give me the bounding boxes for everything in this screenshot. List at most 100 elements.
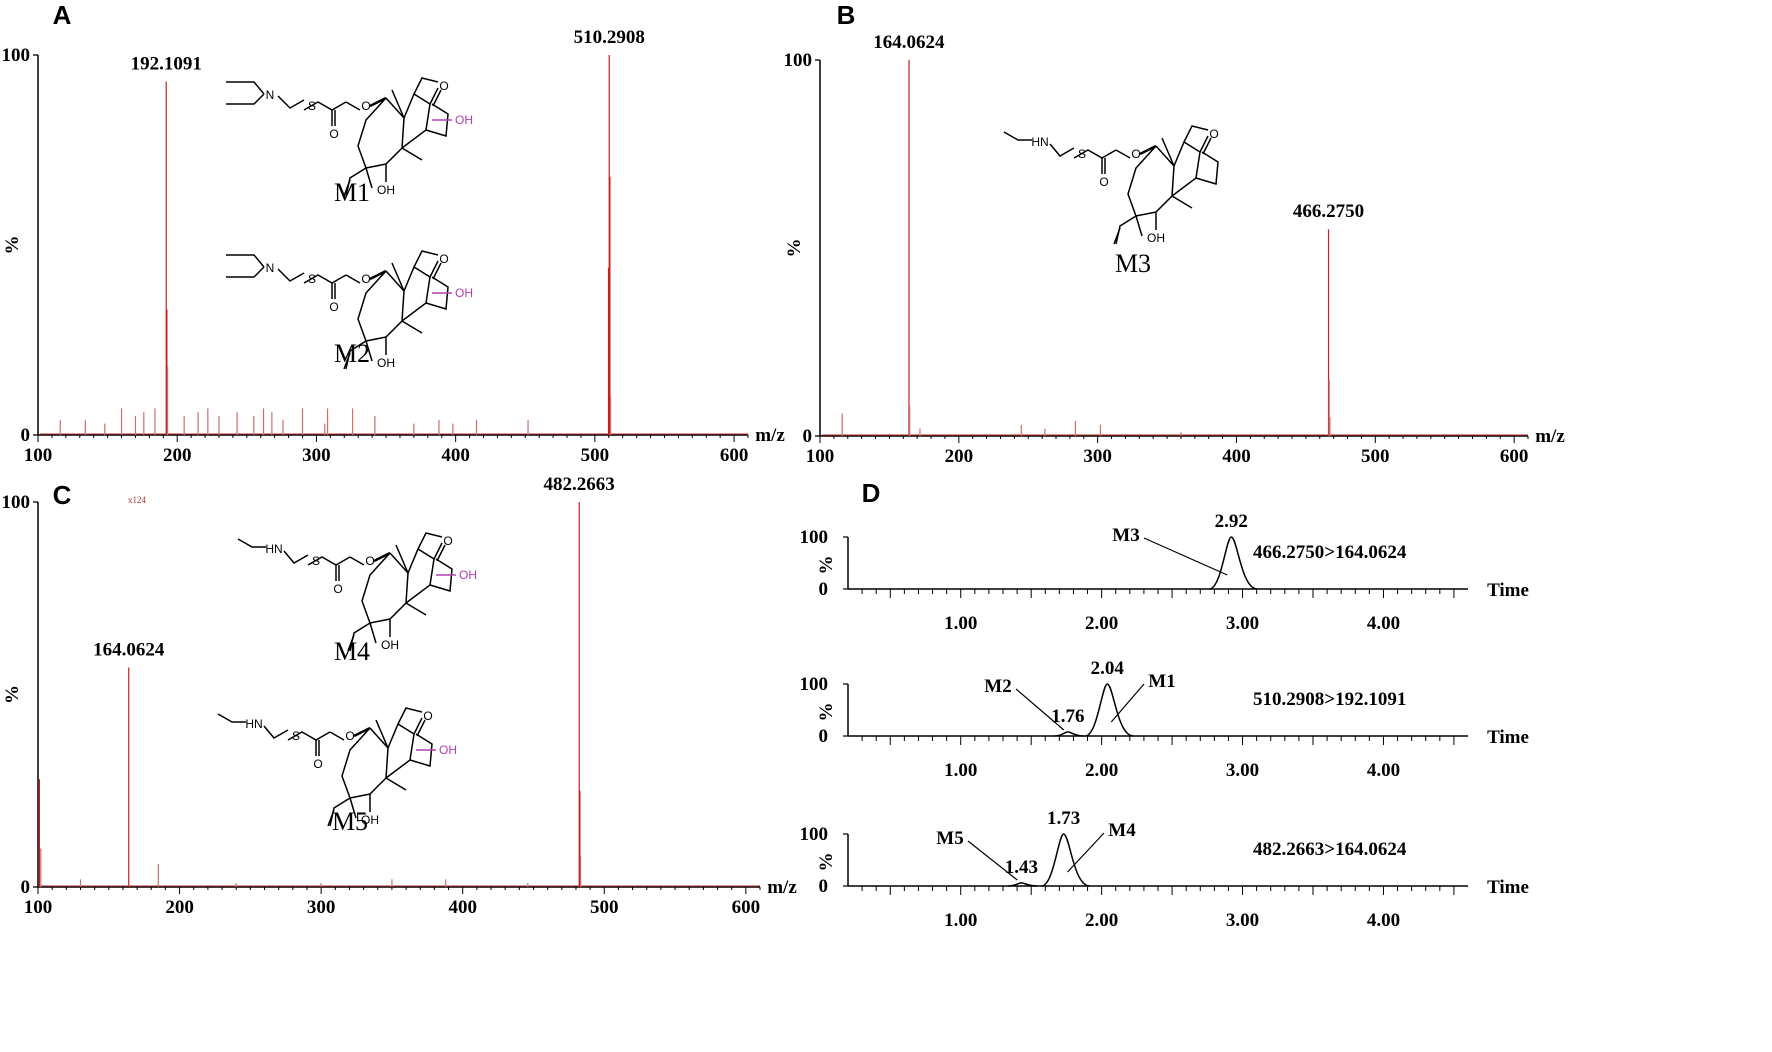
x-tick-label: 1.00 [944, 760, 977, 781]
x-tick-label: 400 [448, 897, 477, 918]
ethylene-bond [277, 95, 305, 109]
x-tick-label: 400 [441, 445, 470, 466]
y-tick-label: 100 [2, 45, 31, 66]
x-tick-label: 600 [732, 897, 761, 918]
x-tick-label: 3.00 [1226, 910, 1259, 931]
y-tick-label: 100 [800, 527, 829, 548]
structure-m1: NSOOOOHOH [226, 76, 473, 198]
compound-label-m3: M3 [1115, 249, 1151, 278]
x-axis-label: Time [1487, 580, 1529, 601]
compound-label-m4: M4 [334, 637, 370, 666]
y-tick-label: 0 [803, 426, 813, 447]
atom-o-label: O [423, 709, 432, 723]
peak-label: 466.2750 [1293, 201, 1364, 222]
x-axis-label: m/z [755, 425, 785, 446]
ethyl-bond [226, 254, 265, 268]
x-tick-label: 1.00 [944, 910, 977, 931]
ethyl-bond [1003, 131, 1032, 141]
y-axis-label: % [816, 703, 837, 722]
retention-time-label: 1.43 [1005, 857, 1038, 878]
x-axis-label: Time [1487, 727, 1529, 748]
chromatogram-trace: 0 100% 1.00 2.00 3.00 4.00 Time 466.2750>164.06… [800, 511, 1529, 634]
atom-n-label: N [266, 88, 275, 102]
compound-callout-label: M1 [1148, 671, 1175, 692]
x-tick-label: 1.00 [944, 613, 977, 634]
x-tick-label: 300 [1083, 446, 1112, 467]
compound-label-m1: M1 [334, 178, 370, 207]
atom-o-label: O [439, 79, 448, 93]
bicyclic-core [1072, 124, 1220, 246]
retention-time-label: 2.04 [1091, 658, 1125, 679]
atom-o-label: O [1131, 147, 1140, 161]
x-axis-label: m/z [1535, 426, 1565, 447]
chromatogram-peak [1084, 683, 1134, 737]
hydroxyl-oh-label: OH [439, 743, 457, 757]
compound-callout-label: M3 [1112, 525, 1139, 546]
x-tick-label: 4.00 [1367, 910, 1400, 931]
structure-m4: HNSOOOOHOH [237, 531, 477, 653]
ethylene-bond [1049, 143, 1075, 157]
x-tick-label: 100 [24, 445, 53, 466]
atom-o-label: O [313, 757, 322, 771]
x-tick-label: 2.00 [1085, 760, 1118, 781]
retention-time-label: 1.76 [1051, 706, 1084, 727]
hydroxyl-oh-label: OH [459, 568, 477, 582]
x-tick-label: 300 [307, 897, 336, 918]
x-tick-label: 500 [581, 445, 610, 466]
panel-letter-A: A [53, 0, 72, 30]
compound-callout-label: M4 [1108, 820, 1136, 841]
peak-label: 192.1091 [131, 54, 202, 75]
bicyclic-core [302, 249, 450, 371]
x-tick-label: 100 [24, 897, 53, 918]
atom-o-label: O [361, 272, 370, 286]
chromatogram-peak [1054, 731, 1084, 737]
peak-label: 164.0624 [93, 640, 165, 661]
y-axis-label: % [816, 853, 837, 872]
atom-o-label: O [361, 99, 370, 113]
compound-label-m5: M5 [332, 807, 368, 836]
x-tick-label: 200 [163, 445, 192, 466]
atom-hn-label: HN [1031, 135, 1048, 149]
x-tick-label: 2.00 [1085, 910, 1118, 931]
y-axis-label: % [784, 239, 805, 258]
y-tick-label: 100 [784, 50, 813, 71]
y-tick-label: 0 [819, 726, 829, 747]
y-tick-label: 0 [21, 877, 31, 898]
y-tick-label: 100 [2, 492, 31, 513]
bicyclic-core [302, 76, 450, 198]
peak-label: 164.0624 [873, 32, 945, 53]
ethyl-bond [226, 81, 265, 95]
ethyl-bond [237, 538, 266, 548]
atom-o-label: O [345, 729, 354, 743]
x-tick-label: 4.00 [1367, 613, 1400, 634]
atom-oh-label: OH [1147, 231, 1165, 245]
chromatogram-peak [1008, 882, 1037, 887]
y-tick-label: 0 [819, 579, 829, 600]
x-axis-label: Time [1487, 877, 1529, 898]
retention-time-label: 2.92 [1215, 511, 1248, 532]
structure-m5: HNSOOOOHOH [217, 706, 457, 828]
compound-callout-label: M5 [936, 828, 963, 849]
scale-note: x124 [128, 495, 147, 505]
atom-n-label: N [266, 261, 275, 275]
x-tick-label: 3.00 [1226, 613, 1259, 634]
y-axis-label: % [2, 685, 23, 704]
hydroxyl-oh-label: OH [455, 113, 473, 127]
ethyl-bond [217, 713, 246, 723]
panel-letter-D: D [862, 478, 881, 508]
x-tick-label: 600 [1500, 446, 1529, 467]
x-tick-label: 200 [945, 446, 974, 467]
ethyl-bond [226, 93, 265, 105]
compound-label-m2: M2 [334, 339, 370, 368]
x-tick-label: 3.00 [1226, 760, 1259, 781]
callout-arrow [1015, 688, 1065, 731]
chromatogram-peak [1208, 536, 1258, 590]
callout-arrow [967, 840, 1018, 881]
x-tick-label: 400 [1222, 446, 1251, 467]
retention-time-label: 1.73 [1047, 808, 1080, 829]
panel-letter-C: C [53, 480, 72, 510]
